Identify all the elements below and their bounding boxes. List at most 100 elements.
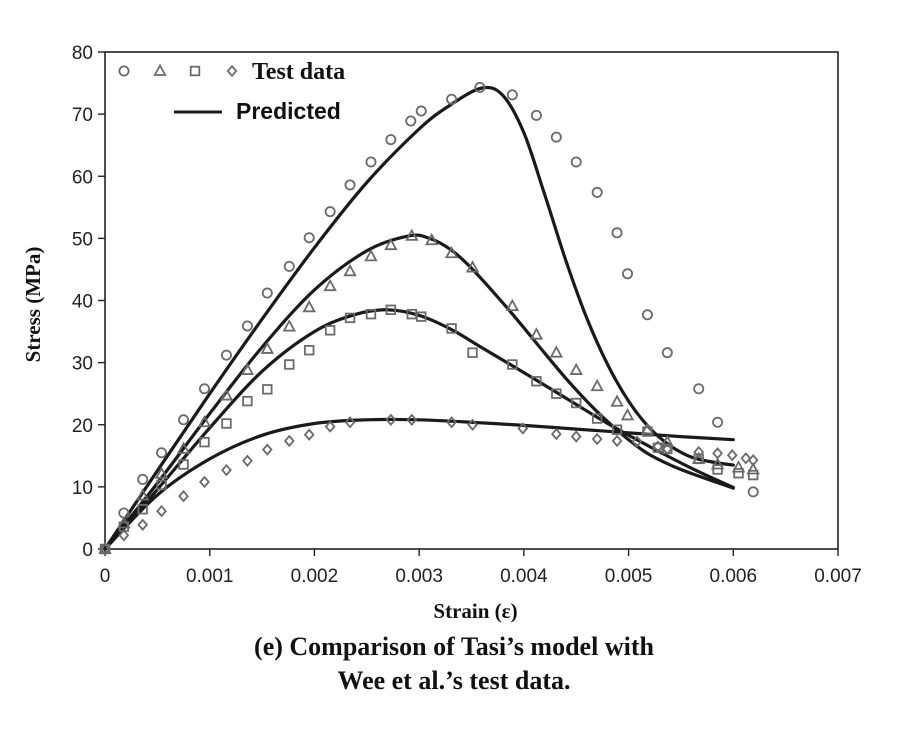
test-point-circle	[261, 287, 273, 299]
test-point-square	[137, 504, 148, 515]
test-point-diamond	[99, 542, 111, 556]
y-tick-label: 60	[72, 167, 93, 188]
test-point-circle	[550, 131, 562, 143]
test-point-square	[262, 384, 273, 395]
test-point-triangle	[364, 249, 378, 262]
test-point-diamond	[591, 432, 603, 446]
test-point-circle	[622, 268, 634, 280]
test-point-diamond	[242, 454, 253, 467]
test-point-circle	[178, 414, 190, 426]
plot-area-border	[104, 51, 839, 550]
test-point-circle	[198, 383, 210, 395]
test-point-diamond	[118, 529, 130, 542]
test-point-diamond	[178, 490, 189, 503]
test-point-triangle	[731, 460, 746, 473]
test-point-circle	[591, 186, 603, 198]
y-tick-label: 50	[72, 229, 93, 250]
test-point-square	[365, 308, 377, 320]
test-point-square	[416, 311, 427, 322]
x-tick-label: 0.004	[500, 566, 548, 587]
test-point-diamond	[740, 452, 752, 465]
legend-marker-triangle	[153, 63, 167, 76]
test-point-circle	[570, 156, 582, 168]
test-point-triangle	[240, 362, 255, 375]
test-point-circle	[283, 260, 295, 272]
test-point-circle	[324, 206, 336, 218]
test-point-square	[242, 395, 253, 407]
legend-predicted-label: Predicted	[236, 98, 341, 124]
test-point-diamond	[570, 430, 582, 443]
predicted-curve-4	[103, 417, 735, 551]
x-tick-label: 0	[100, 566, 111, 587]
test-point-triangle	[405, 228, 419, 241]
test-point-circle	[365, 156, 377, 168]
test-point-diamond	[385, 413, 397, 426]
test-series-circle	[99, 81, 759, 555]
test-point-triangle	[154, 466, 169, 479]
test-point-triangle	[640, 422, 655, 435]
test-point-diamond	[137, 518, 149, 531]
test-point-triangle	[465, 260, 480, 273]
test-point-square	[693, 453, 704, 465]
test-point-circle	[661, 347, 673, 359]
test-point-square	[303, 344, 315, 356]
test-point-square	[284, 359, 295, 370]
test-point-circle	[530, 109, 542, 121]
test-point-circle	[385, 134, 397, 146]
test-point-diamond	[406, 413, 418, 426]
test-point-square	[551, 388, 562, 399]
test-point-square	[712, 464, 723, 475]
test-point-triangle	[549, 345, 564, 358]
test-point-square	[611, 424, 623, 435]
y-axis-title: Stress (MPa)	[21, 247, 45, 363]
test-point-square	[747, 469, 759, 481]
test-point-diamond	[712, 447, 723, 460]
test-series-triangle	[98, 228, 760, 554]
x-tick-label: 0.002	[291, 566, 339, 587]
x-tick-label: 0.007	[814, 566, 862, 587]
test-point-circle	[137, 473, 149, 485]
x-tick-label: 0.001	[186, 566, 234, 587]
test-point-diamond	[303, 428, 315, 441]
test-point-triangle	[197, 414, 212, 428]
test-point-square	[385, 304, 397, 316]
y-tick-label: 70	[72, 105, 93, 126]
test-point-square	[591, 413, 603, 424]
test-point-triangle	[135, 488, 150, 501]
test-point-square	[446, 323, 457, 334]
predicted-lines	[103, 85, 735, 551]
test-point-triangle	[505, 298, 520, 311]
test-point-diamond	[261, 443, 273, 456]
y-tick-label: 0	[82, 540, 93, 561]
test-point-square	[571, 397, 582, 409]
y-axis-ticks: 0 10 20 30 40 50 60 70 80	[72, 43, 105, 561]
test-point-square	[199, 436, 210, 448]
test-point-triangle	[660, 434, 675, 448]
test-point-diamond	[283, 434, 295, 448]
test-point-triangle	[176, 441, 191, 454]
legend-marker-circle	[118, 65, 130, 77]
test-point-circle	[712, 416, 724, 428]
test-point-circle	[506, 89, 518, 101]
x-tick-label: 0.005	[605, 566, 653, 587]
y-tick-label: 40	[72, 292, 93, 313]
x-tick-label: 0.006	[710, 566, 758, 587]
test-point-circle	[241, 320, 253, 332]
test-point-diamond	[221, 463, 232, 477]
test-point-square	[324, 325, 336, 336]
test-point-square	[642, 426, 653, 437]
y-tick-label: 30	[72, 354, 93, 375]
test-point-square	[531, 376, 542, 387]
test-point-diamond	[446, 416, 458, 429]
test-point-circle	[693, 383, 705, 395]
test-point-diamond	[631, 435, 643, 448]
test-point-triangle	[302, 299, 316, 313]
test-point-square	[156, 479, 167, 491]
test-point-square	[221, 418, 232, 429]
y-tick-label: 10	[72, 478, 93, 499]
test-point-circle	[446, 93, 458, 105]
test-point-triangle	[260, 341, 275, 354]
x-axis-ticks: 0 0.001 0.002 0.003 0.004 0.005 0.006 0.007	[100, 549, 862, 587]
